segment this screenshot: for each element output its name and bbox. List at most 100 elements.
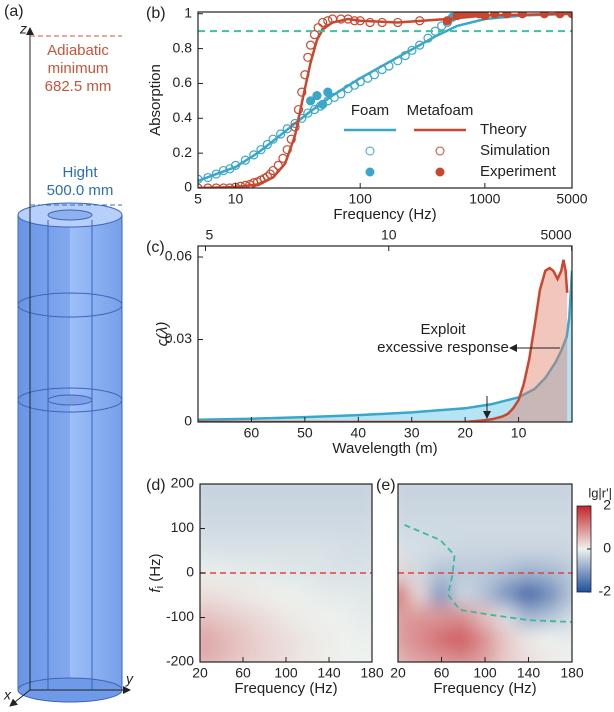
heatmap-cell	[516, 627, 541, 652]
y-tick-label: -200	[166, 653, 194, 669]
heatmap-cell	[209, 494, 234, 519]
experiment-point	[555, 12, 565, 19]
heatmap-cell	[317, 538, 341, 563]
legend-label: Experiment	[480, 163, 557, 180]
simulation-point	[240, 155, 250, 165]
heatmap-cell	[317, 605, 341, 630]
colorbar-tick-label: 2	[603, 497, 611, 513]
simulation-point	[218, 183, 229, 188]
adiabatic-text: Adiabatic	[47, 42, 109, 59]
heatmap-cell	[560, 538, 572, 563]
y-tick-label: 0.4	[173, 109, 193, 125]
adiabatic-text: 682.5 mm	[45, 78, 112, 95]
simulation-point	[290, 118, 300, 129]
heatmap-cell	[360, 516, 372, 541]
simulation-point	[236, 181, 246, 188]
heatmap-cell	[295, 583, 320, 608]
axis-label: z	[19, 21, 27, 37]
stage-divider	[17, 387, 123, 413]
heatmap-cell	[338, 494, 363, 519]
panel-label: (c)	[146, 239, 165, 256]
simulation-point	[336, 14, 346, 24]
x-tick-label: 140	[517, 665, 541, 681]
heatmap-cell	[317, 627, 341, 652]
legend-swatch	[365, 146, 375, 156]
y-tick-label: 100	[171, 519, 195, 535]
heatmap-cell	[560, 583, 572, 608]
heatmap-cell	[252, 649, 277, 662]
cutaway	[18, 215, 70, 690]
y-tick-label: 0.6	[173, 74, 193, 90]
heatmap-cell	[274, 494, 298, 519]
experiment-point	[517, 12, 527, 19]
heatmap-cell	[538, 627, 563, 652]
heatmap-cell	[200, 649, 212, 662]
experiment-point	[480, 12, 490, 21]
simulation-point	[377, 17, 387, 28]
x-tick-label: 10	[228, 191, 244, 207]
simulation-point	[355, 77, 365, 87]
simulation-point	[300, 70, 310, 80]
simulation-point	[211, 169, 221, 179]
y-tick-label: 0.06	[165, 248, 192, 264]
panel-a: (a) z x y Adiabatic minimum 682.5 mm Hig…	[3, 3, 134, 707]
x-tick-label: 60	[244, 425, 260, 441]
heatmap-cell	[295, 627, 320, 652]
heatmap-cell	[560, 649, 572, 662]
simulation-point	[349, 16, 360, 26]
heatmap-cell	[560, 605, 572, 630]
heatmap-cell	[398, 484, 410, 497]
simulation-point	[343, 14, 353, 24]
heatmap-cell	[451, 538, 476, 563]
experiment-point	[452, 12, 462, 21]
heatmap-cell	[407, 494, 432, 519]
panel-label: (b)	[146, 5, 166, 22]
heatmap-cell	[398, 494, 410, 519]
simulation-point	[286, 134, 296, 144]
heatmap-cell	[494, 560, 519, 586]
heatmap-cell	[538, 516, 563, 541]
plot-area	[200, 484, 372, 662]
heatmap-cell	[338, 538, 363, 563]
heatmap-cell	[274, 627, 298, 652]
area-fill	[198, 270, 572, 422]
heatmap-cell	[429, 605, 454, 630]
legend-header: Foam	[351, 102, 389, 119]
simulation-point	[355, 16, 365, 26]
heatmap-cell	[407, 605, 432, 630]
heatmap-cell	[360, 494, 372, 519]
heatmap-cell	[407, 627, 432, 652]
y-tick-label: 200	[171, 475, 195, 491]
x-tick-label: 1000	[469, 191, 500, 207]
simulation-point	[249, 150, 259, 160]
heatmap-cell	[538, 494, 563, 519]
heatmap-cell	[429, 583, 454, 608]
x-axis-label: Frequency (Hz)	[333, 206, 436, 223]
experiment-point	[323, 87, 333, 97]
simulation-point	[323, 16, 333, 26]
simulation-point	[293, 104, 304, 115]
y-axis-label-part: f	[147, 587, 164, 593]
heatmap-cell	[338, 627, 363, 652]
y-tick-label: 1	[184, 4, 192, 20]
heatmap-cell	[317, 516, 341, 541]
simulation-point	[218, 165, 229, 176]
heatmap-cell	[473, 484, 497, 497]
heatmap-cell	[295, 516, 320, 541]
simulation-point	[268, 165, 278, 176]
heatmap-cell	[231, 627, 255, 652]
heatmap-cell	[560, 516, 572, 541]
heatmap-cell	[516, 484, 541, 497]
y-tick-label: 0.8	[173, 39, 193, 55]
colorbar-tick-label: 0	[603, 540, 611, 556]
heatmap-cell	[200, 627, 212, 652]
experiment-point	[490, 12, 500, 19]
heatmap-cell	[538, 538, 563, 563]
experiment-point	[567, 12, 572, 19]
heatmap-cell	[360, 583, 372, 608]
heatmap-cell	[429, 494, 454, 519]
heatmap-cell	[252, 494, 277, 519]
heatmap-cell	[274, 583, 298, 608]
plot-area	[198, 259, 572, 422]
axis-label: y	[125, 671, 134, 687]
